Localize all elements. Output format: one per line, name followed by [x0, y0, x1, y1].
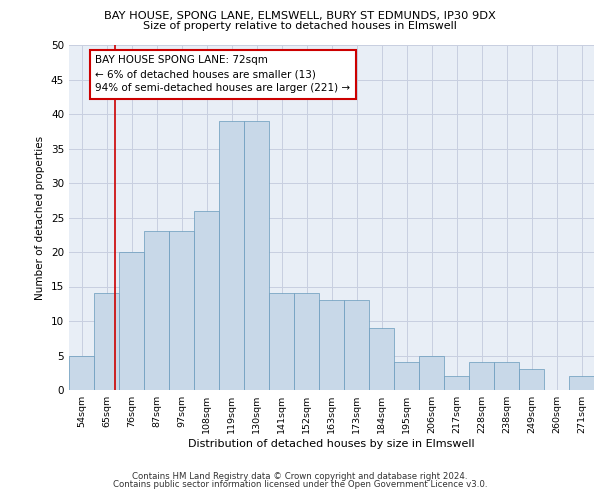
Bar: [219, 121, 244, 390]
Bar: [69, 356, 94, 390]
Bar: [569, 376, 594, 390]
Bar: [469, 362, 494, 390]
Text: Contains public sector information licensed under the Open Government Licence v3: Contains public sector information licen…: [113, 480, 487, 489]
Bar: [144, 232, 169, 390]
Text: Size of property relative to detached houses in Elmswell: Size of property relative to detached ho…: [143, 21, 457, 31]
X-axis label: Distribution of detached houses by size in Elmswell: Distribution of detached houses by size …: [188, 439, 475, 449]
Text: Contains HM Land Registry data © Crown copyright and database right 2024.: Contains HM Land Registry data © Crown c…: [132, 472, 468, 481]
Bar: [444, 376, 469, 390]
Bar: [244, 121, 269, 390]
Text: BAY HOUSE, SPONG LANE, ELMSWELL, BURY ST EDMUNDS, IP30 9DX: BAY HOUSE, SPONG LANE, ELMSWELL, BURY ST…: [104, 11, 496, 21]
Bar: [294, 294, 319, 390]
Bar: [194, 210, 219, 390]
Bar: [394, 362, 419, 390]
Bar: [169, 232, 194, 390]
Bar: [94, 294, 119, 390]
Bar: [119, 252, 144, 390]
Y-axis label: Number of detached properties: Number of detached properties: [35, 136, 46, 300]
Text: BAY HOUSE SPONG LANE: 72sqm
← 6% of detached houses are smaller (13)
94% of semi: BAY HOUSE SPONG LANE: 72sqm ← 6% of deta…: [95, 56, 350, 94]
Bar: [519, 370, 544, 390]
Bar: [269, 294, 294, 390]
Bar: [344, 300, 369, 390]
Bar: [319, 300, 344, 390]
Bar: [494, 362, 519, 390]
Bar: [369, 328, 394, 390]
Bar: [419, 356, 444, 390]
